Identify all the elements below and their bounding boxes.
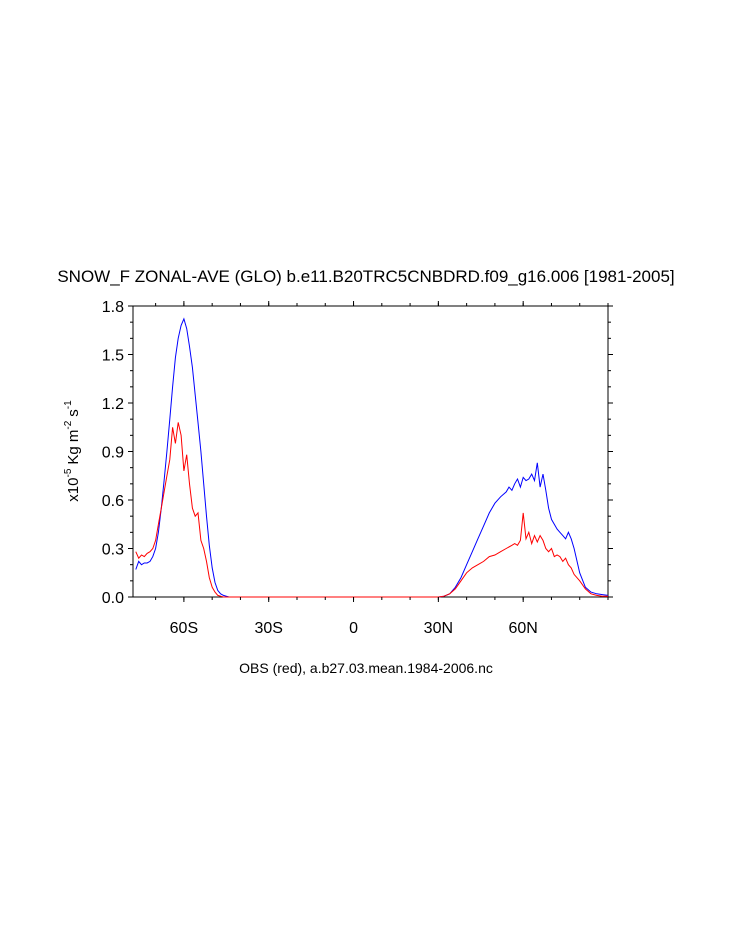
y-tick-label: 0.0 <box>102 590 124 607</box>
y-label-s: s <box>65 409 82 417</box>
plot-area <box>128 301 613 602</box>
x-tick-label: 60N <box>508 620 537 637</box>
x-tick-label: 30S <box>254 620 282 637</box>
x-tick-label: 0 <box>349 620 358 637</box>
chart-caption: OBS (red), a.b27.03.mean.1984-2006.nc <box>239 660 493 676</box>
series-line-1 <box>135 422 608 598</box>
series-line-0 <box>135 317 609 598</box>
ticks-layer <box>128 301 613 602</box>
series-layer <box>135 317 609 598</box>
y-label-s-exp: -1 <box>63 400 74 409</box>
y-label-prefix: x10 <box>65 478 82 502</box>
y-label-m-exp: -2 <box>63 420 74 429</box>
x-tick-label: 60S <box>170 620 198 637</box>
y-tick-label: 0.6 <box>102 493 124 510</box>
y-axis-label: x10-5 Kg m-2 s-1 <box>63 400 82 502</box>
y-label-exp: -5 <box>63 468 74 477</box>
y-tick-label: 1.2 <box>102 396 124 413</box>
x-tick-labels: 60S 30S 0 30N 60N <box>170 620 538 637</box>
x-tick-label: 30N <box>424 620 453 637</box>
y-label-units: Kg m <box>65 430 82 465</box>
y-tick-labels: 0.0 0.3 0.6 0.9 1.2 1.5 1.8 <box>102 299 124 607</box>
y-tick-label: 0.3 <box>102 542 124 559</box>
y-tick-label: 0.9 <box>102 445 124 462</box>
y-tick-label: 1.5 <box>102 348 124 365</box>
y-tick-label: 1.8 <box>102 299 124 316</box>
chart-title: SNOW_F ZONAL-AVE (GLO) b.e11.B20TRC5CNBD… <box>57 267 674 286</box>
